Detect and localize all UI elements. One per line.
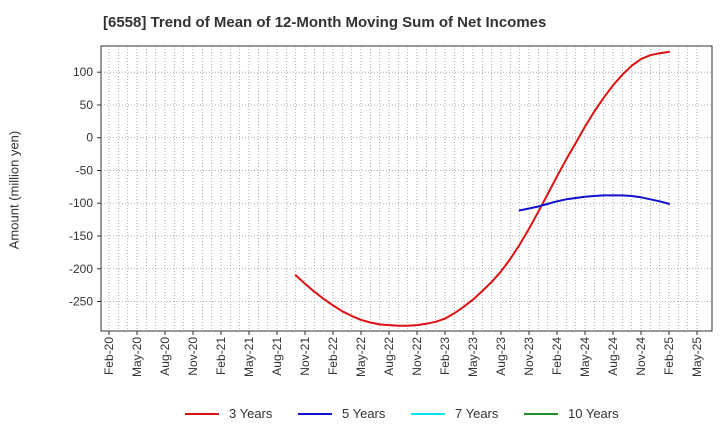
series-line-3-years xyxy=(294,50,670,327)
x-tick-label: Nov-24 xyxy=(634,337,648,376)
legend-swatch xyxy=(298,412,332,415)
plot-frame xyxy=(100,45,713,332)
x-tick-label: Aug-22 xyxy=(382,337,396,376)
y-tick-label: -100 xyxy=(69,196,93,210)
y-tick-label: 100 xyxy=(73,65,93,79)
x-tick-label: Nov-21 xyxy=(298,337,312,376)
x-tick-label: Feb-22 xyxy=(326,337,340,375)
x-tick-label: May-22 xyxy=(354,337,368,377)
legend: 3 Years 5 Years 7 Years 10 Years xyxy=(0,406,720,426)
y-tick-label: -150 xyxy=(69,229,93,243)
legend-item: 3 Years xyxy=(185,406,272,421)
y-tick-label: -200 xyxy=(69,262,93,276)
x-tick-label: Aug-20 xyxy=(158,337,172,376)
x-tick-label: Nov-22 xyxy=(410,337,424,376)
x-tick-label: Nov-23 xyxy=(522,337,536,376)
legend-label: 3 Years xyxy=(229,406,273,421)
x-tick-label: Feb-20 xyxy=(102,337,116,375)
legend-item: 10 Years xyxy=(524,406,619,421)
x-tick-label: Feb-25 xyxy=(662,337,676,375)
legend-label: 10 Years xyxy=(568,406,619,421)
y-tick-label: 50 xyxy=(80,98,94,112)
legend-swatch xyxy=(411,412,445,415)
grid xyxy=(101,46,712,331)
x-tick-label: May-25 xyxy=(690,337,704,377)
y-tick-label: -50 xyxy=(76,163,94,177)
x-tick-label: Aug-23 xyxy=(494,337,508,376)
axes: 100 50 0 -50 -100 -150 -200 -250 Feb-20 May-20 Aug… xyxy=(69,45,713,377)
x-tick-label: May-21 xyxy=(242,337,256,377)
x-tick-label: Feb-24 xyxy=(550,337,564,375)
x-tick-label: Feb-21 xyxy=(214,337,228,375)
legend-item: 5 Years xyxy=(298,406,385,421)
legend-swatch xyxy=(524,412,558,415)
legend-swatch xyxy=(185,412,219,415)
x-tick-label: Nov-20 xyxy=(186,337,200,376)
x-tick-label: Feb-23 xyxy=(438,337,452,375)
x-tick-label: Aug-21 xyxy=(270,337,284,376)
x-tick-label: May-23 xyxy=(466,337,480,377)
legend-label: 7 Years xyxy=(455,406,499,421)
series-line-5-years xyxy=(518,194,670,212)
series-lines xyxy=(294,50,670,327)
legend-label: 5 Years xyxy=(342,406,386,421)
x-tick-label: Aug-24 xyxy=(606,337,620,376)
x-tick-label: May-24 xyxy=(578,337,592,377)
x-tick-label: May-20 xyxy=(130,337,144,377)
legend-item: 7 Years xyxy=(411,406,498,421)
y-tick-label: -250 xyxy=(69,295,93,309)
y-tick-label: 0 xyxy=(86,131,93,145)
line-chart: 100 50 0 -50 -100 -150 -200 -250 Feb-20 May-20 Aug… xyxy=(69,45,713,377)
chart-title: [6558] Trend of Mean of 12-Month Moving … xyxy=(103,14,547,31)
